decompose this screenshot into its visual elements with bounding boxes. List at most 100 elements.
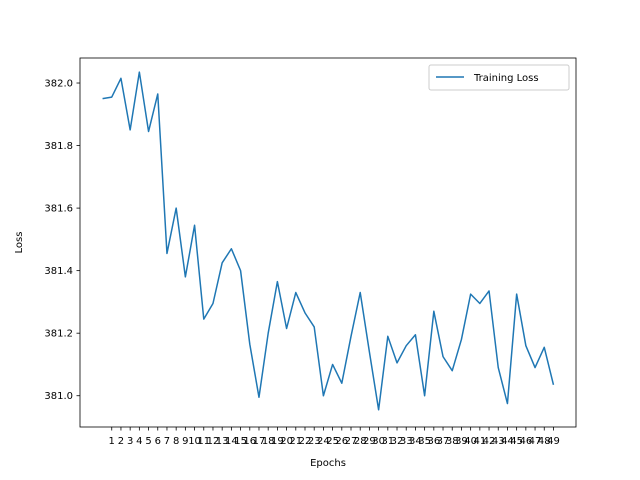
legend: Training Loss bbox=[428, 64, 570, 91]
y-axis-ticks: 381.0 381.2 381.4 381.6 381.8 382.0 bbox=[44, 79, 80, 402]
data-point bbox=[111, 96, 113, 98]
x-tick-label: 16 bbox=[243, 436, 256, 447]
x-tick-label: 44 bbox=[501, 436, 514, 447]
y-tick-label: 381.2 bbox=[44, 329, 73, 340]
x-tick-label: 20 bbox=[280, 436, 293, 447]
data-point bbox=[276, 281, 278, 283]
y-tick-label: 382.0 bbox=[44, 79, 73, 90]
x-tick-label: 30 bbox=[372, 436, 385, 447]
x-tick-label: 36 bbox=[427, 436, 440, 447]
data-point bbox=[387, 335, 389, 337]
x-tick-label: 5 bbox=[145, 436, 151, 447]
data-point bbox=[368, 351, 370, 353]
data-point bbox=[221, 262, 223, 264]
y-tick-label: 381.0 bbox=[44, 391, 73, 402]
x-tick-label: 2 bbox=[118, 436, 124, 447]
data-point bbox=[184, 276, 186, 278]
data-point bbox=[194, 224, 196, 226]
data-point bbox=[295, 292, 297, 294]
series-line-training-loss bbox=[102, 71, 555, 411]
data-point bbox=[433, 310, 435, 312]
x-tick-label: 32 bbox=[391, 436, 404, 447]
x-tick-label: 14 bbox=[225, 436, 238, 447]
x-tick-label: 48 bbox=[538, 436, 551, 447]
x-tick-label: 17 bbox=[253, 436, 266, 447]
data-point bbox=[479, 302, 481, 304]
x-tick-label: 35 bbox=[418, 436, 431, 447]
data-point bbox=[332, 363, 334, 365]
data-point bbox=[460, 338, 462, 340]
y-tick-label: 381.8 bbox=[44, 141, 73, 152]
data-point bbox=[359, 292, 361, 294]
plot-frame bbox=[79, 57, 577, 428]
data-point bbox=[451, 370, 453, 372]
x-tick-label: 10 bbox=[188, 436, 201, 447]
x-tick-label: 4 bbox=[136, 436, 142, 447]
x-tick-label: 18 bbox=[262, 436, 275, 447]
data-point bbox=[424, 395, 426, 397]
data-point bbox=[249, 343, 251, 345]
x-tick-label: 34 bbox=[409, 436, 422, 447]
data-point bbox=[552, 384, 554, 386]
x-tick-label: 26 bbox=[335, 436, 348, 447]
x-tick-label: 25 bbox=[326, 436, 339, 447]
data-point bbox=[157, 93, 159, 95]
x-tick-label: 15 bbox=[234, 436, 247, 447]
x-tick-label: 11 bbox=[197, 436, 210, 447]
data-point bbox=[350, 335, 352, 337]
data-point bbox=[138, 71, 140, 73]
data-point bbox=[212, 302, 214, 304]
data-point bbox=[286, 327, 288, 329]
x-tick-label: 38 bbox=[446, 436, 459, 447]
data-point bbox=[516, 293, 518, 295]
x-tick-label: 37 bbox=[437, 436, 450, 447]
x-axis-label: Epochs bbox=[310, 458, 346, 469]
data-point bbox=[543, 346, 545, 348]
x-tick-label: 41 bbox=[473, 436, 486, 447]
x-tick-label: 39 bbox=[455, 436, 468, 447]
x-tick-label: 43 bbox=[492, 436, 505, 447]
x-tick-label: 9 bbox=[182, 436, 188, 447]
x-tick-label: 21 bbox=[289, 436, 302, 447]
data-point bbox=[442, 356, 444, 358]
x-tick-label: 13 bbox=[216, 436, 229, 447]
data-point bbox=[497, 367, 499, 369]
data-point bbox=[267, 332, 269, 334]
x-tick-label: 1 bbox=[109, 436, 115, 447]
data-point bbox=[102, 98, 104, 100]
data-point bbox=[470, 293, 472, 295]
legend-box bbox=[428, 64, 570, 91]
legend-label: Training Loss bbox=[473, 73, 539, 84]
data-point bbox=[148, 130, 150, 132]
data-point bbox=[414, 334, 416, 336]
x-tick-label: 27 bbox=[345, 436, 358, 447]
data-point bbox=[525, 345, 527, 347]
data-point bbox=[166, 252, 168, 254]
data-point bbox=[405, 345, 407, 347]
data-point bbox=[378, 409, 380, 411]
x-tick-label: 6 bbox=[155, 436, 161, 447]
y-axis-label: Loss bbox=[14, 232, 25, 254]
x-axis-ticks: 1 2 3 4 5 6 7 8 9 1011121314151617181920212223242… bbox=[109, 427, 560, 447]
x-tick-label: 46 bbox=[519, 436, 532, 447]
data-point bbox=[322, 395, 324, 397]
data-point bbox=[175, 207, 177, 209]
x-tick-label: 33 bbox=[400, 436, 413, 447]
x-tick-label: 47 bbox=[529, 436, 542, 447]
data-point bbox=[313, 326, 315, 328]
x-tick-label: 28 bbox=[354, 436, 367, 447]
data-point bbox=[129, 129, 131, 131]
x-tick-label: 31 bbox=[381, 436, 394, 447]
x-tick-label: 23 bbox=[308, 436, 321, 447]
data-point bbox=[230, 248, 232, 250]
x-tick-label: 22 bbox=[299, 436, 312, 447]
data-point bbox=[240, 270, 242, 272]
plot-background bbox=[80, 58, 576, 427]
x-tick-label: 29 bbox=[363, 436, 376, 447]
series-layer bbox=[102, 71, 555, 411]
x-tick-label: 8 bbox=[173, 436, 179, 447]
data-point bbox=[488, 290, 490, 292]
x-tick-label: 49 bbox=[547, 436, 560, 447]
data-point bbox=[304, 312, 306, 314]
